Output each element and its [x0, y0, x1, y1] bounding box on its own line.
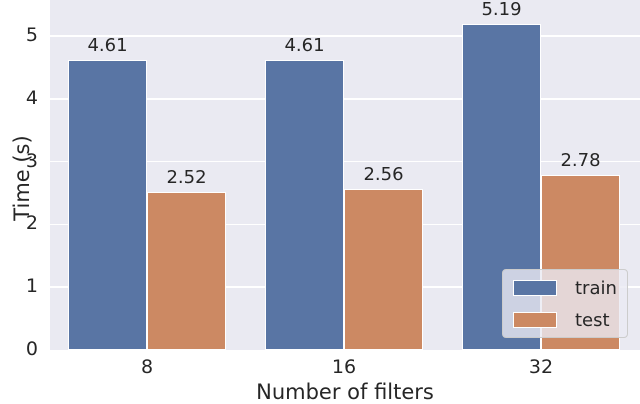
legend-swatch-train [513, 280, 557, 296]
bar-test-16 [344, 189, 423, 350]
value-label: 5.19 [481, 0, 522, 21]
legend-item-train: train [513, 277, 617, 299]
bar-train-16 [265, 60, 344, 350]
value-label: 2.52 [166, 166, 207, 188]
value-label: 2.78 [560, 150, 601, 172]
legend-label-train: train [575, 277, 617, 299]
value-label: 4.61 [284, 35, 325, 57]
value-label: 4.61 [87, 35, 128, 57]
x-tick-label: 16 [331, 356, 357, 378]
legend-swatch-test [513, 312, 557, 328]
y-tick-label: 5 [25, 24, 38, 46]
y-tick-label: 1 [25, 275, 38, 298]
legend-label-test: test [575, 309, 610, 331]
legend-item-test: test [513, 309, 610, 331]
bar-train-8 [68, 60, 147, 350]
y-tick-label: 2 [25, 212, 38, 235]
plot-area: 4.61 2.52 4.61 2.56 5.19 2.78 [50, 0, 640, 350]
y-tick-label: 4 [25, 86, 38, 109]
gridline [50, 35, 640, 37]
x-axis-label: Number of filters [256, 380, 434, 404]
y-tick-label: 3 [25, 149, 38, 172]
x-tick-label: 32 [528, 356, 554, 378]
bar-test-8 [147, 191, 226, 350]
value-label: 2.56 [363, 164, 404, 186]
gridline [50, 98, 640, 100]
y-tick-label: 0 [25, 338, 38, 360]
legend: train test [502, 269, 628, 338]
x-tick-label: 8 [140, 356, 154, 378]
gridline [50, 160, 640, 163]
